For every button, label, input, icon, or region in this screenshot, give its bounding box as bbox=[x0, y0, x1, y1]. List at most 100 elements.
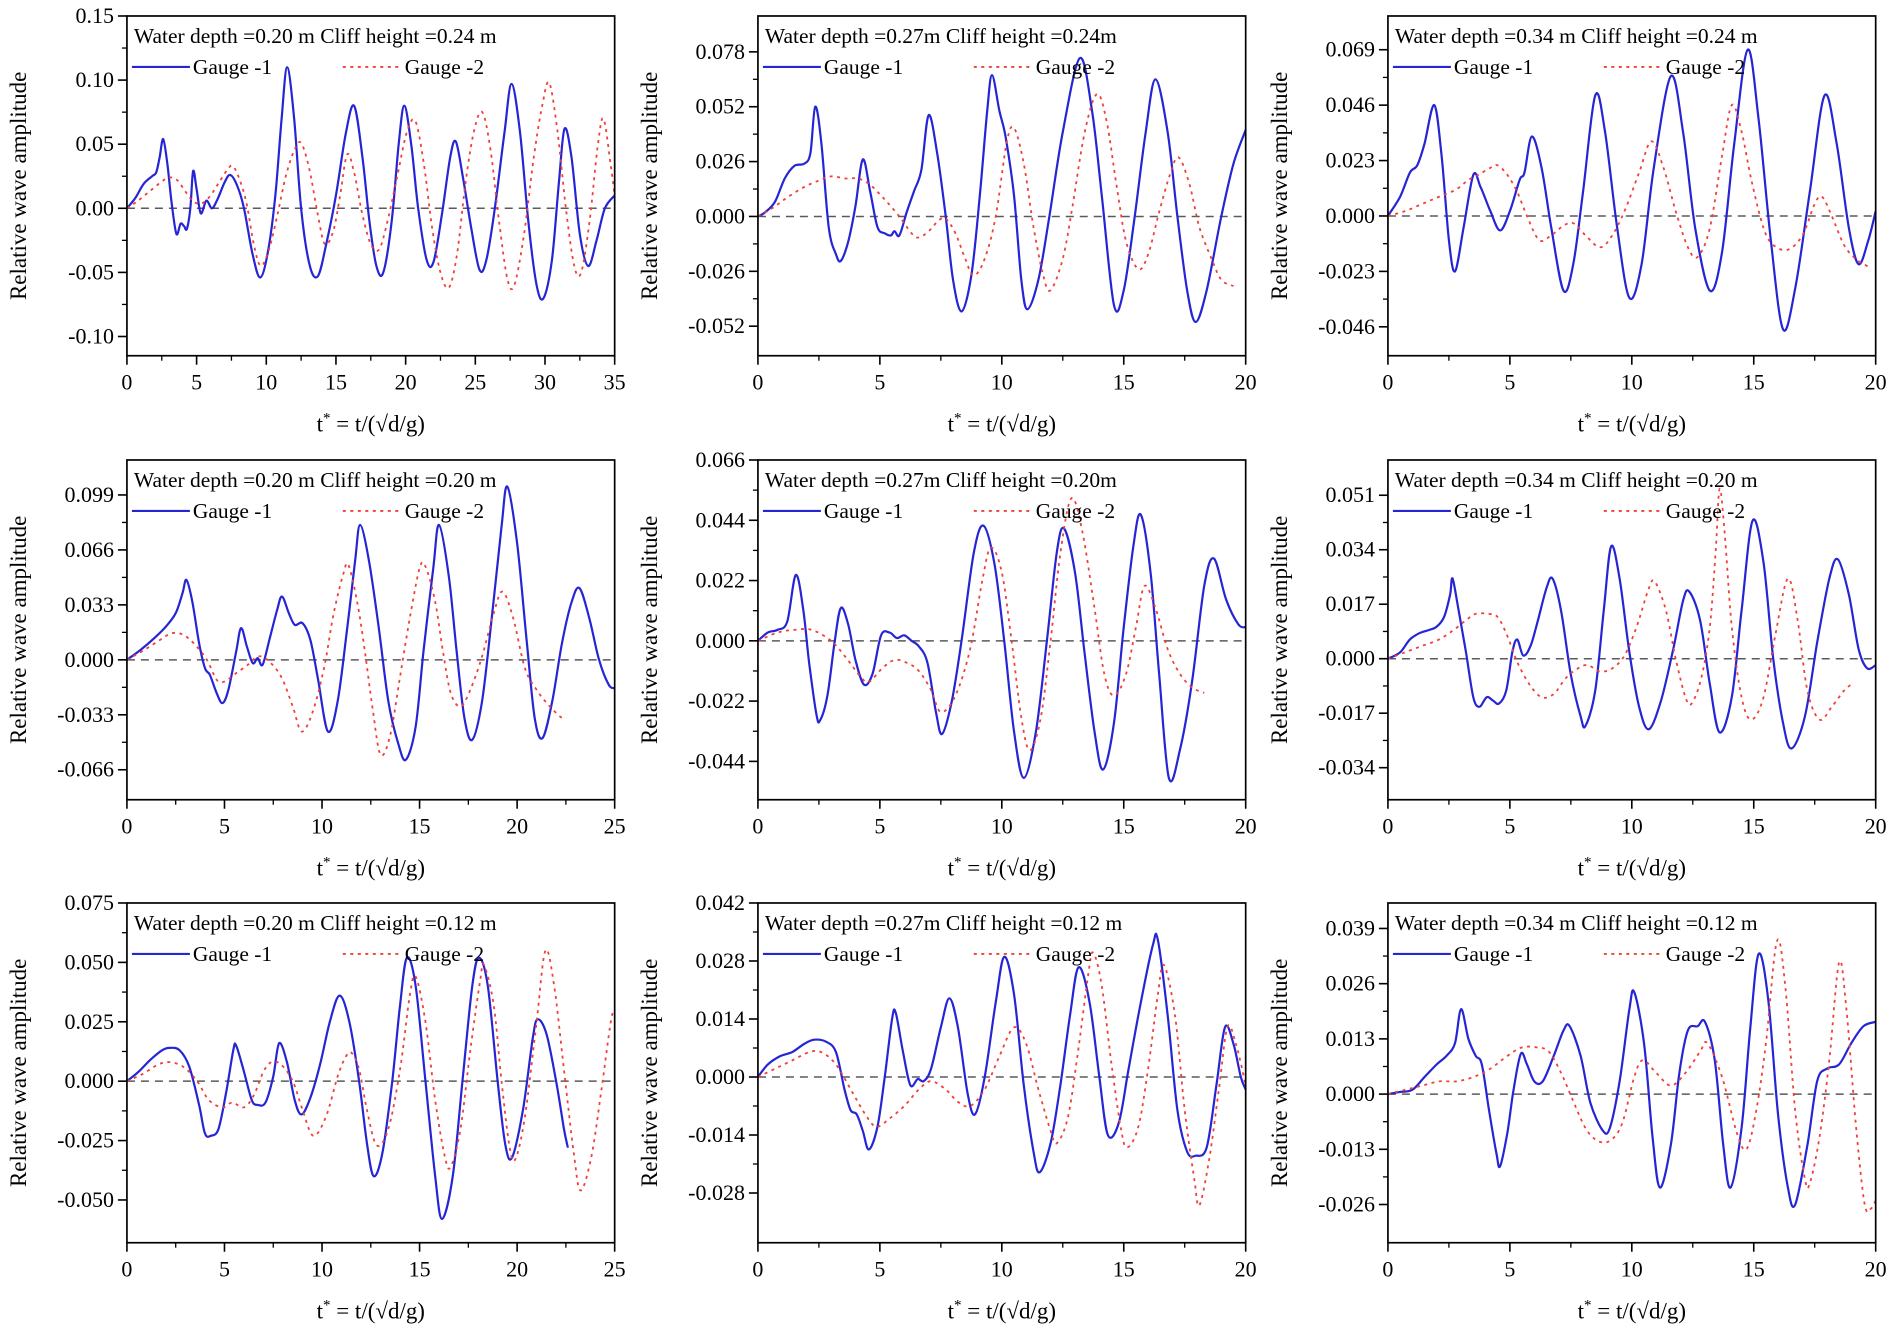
x-axis-label: t* = t/(√d/g) bbox=[947, 1298, 1055, 1324]
y-tick-label: -0.034 bbox=[1319, 754, 1376, 779]
legend-gauge-2-label: Gauge -2 bbox=[405, 55, 484, 79]
x-tick-label: 0 bbox=[121, 370, 132, 395]
y-tick-label: 0.046 bbox=[1326, 92, 1375, 117]
y-axis-label: Relative wave amplitude bbox=[1267, 959, 1292, 1187]
y-tick-label: 0.000 bbox=[695, 1064, 744, 1089]
chart-canvas-wd034-ch020: 0 5 10 15 20 0.051 0.034 0.017 0.000 -0.017 -0.034… bbox=[1267, 458, 1887, 880]
series-gauge-1-path bbox=[756, 932, 1247, 1174]
y-tick-label: 0.099 bbox=[64, 482, 113, 507]
x-tick-label: 0 bbox=[1383, 1257, 1394, 1282]
y-tick-label: -0.05 bbox=[68, 259, 114, 284]
chart-title: Water depth =0.20 m Cliff height =0.12 m bbox=[134, 911, 497, 935]
x-tick-label: 5 bbox=[1505, 370, 1516, 395]
x-axis-label: t* = t/(√d/g) bbox=[1578, 411, 1686, 437]
series-gauge-2-path bbox=[126, 80, 616, 291]
y-tick-label: 0.000 bbox=[1326, 645, 1375, 670]
y-tick-label: 0.034 bbox=[1326, 536, 1375, 561]
x-tick-label: 5 bbox=[874, 813, 885, 838]
legend-gauge-2-label: Gauge -2 bbox=[405, 499, 484, 523]
y-tick-label: 0.017 bbox=[1326, 591, 1375, 616]
y-tick-label: 0.042 bbox=[695, 890, 744, 915]
y-tick-label: -0.066 bbox=[57, 756, 114, 781]
x-tick-label: 10 bbox=[311, 1257, 333, 1282]
x-tick-label: 25 bbox=[604, 813, 626, 838]
y-tick-label: 0.014 bbox=[695, 1006, 744, 1031]
x-tick-label: 0 bbox=[752, 1257, 763, 1282]
x-tick-label: 15 bbox=[1743, 370, 1765, 395]
subplot-wd020-ch020: 0 5 10 15 20 25 0.099 0.066 0.033 0.000 -0.033 -0.0… bbox=[0, 444, 631, 888]
y-axis-label: Relative wave amplitude bbox=[637, 515, 662, 743]
x-tick-label: 20 bbox=[395, 370, 417, 395]
x-tick-label: 5 bbox=[874, 370, 885, 395]
series-gauge-1-path bbox=[1388, 952, 1877, 1209]
y-tick-label: 0.039 bbox=[1326, 916, 1375, 941]
x-tick-label: 15 bbox=[1743, 1257, 1765, 1282]
x-tick-label: 30 bbox=[534, 370, 556, 395]
x-tick-label: 5 bbox=[1505, 1257, 1516, 1282]
series-gauge-1-path bbox=[126, 956, 569, 1221]
subplot-wd034-ch020: 0 5 10 15 20 0.051 0.034 0.017 0.000 -0.017 -0.034… bbox=[1261, 444, 1892, 888]
x-tick-label: 10 bbox=[1621, 370, 1643, 395]
axis-box bbox=[756, 902, 1247, 1244]
x-tick-label: 15 bbox=[325, 370, 347, 395]
legend-gauge-2-label: Gauge -2 bbox=[1666, 942, 1745, 966]
y-tick-label: 0.000 bbox=[1326, 203, 1375, 228]
legend-gauge-1-label: Gauge -1 bbox=[1454, 55, 1533, 79]
series-gauge-1-path bbox=[126, 485, 616, 762]
x-tick-label: 10 bbox=[990, 370, 1012, 395]
y-tick-label: -0.052 bbox=[688, 313, 745, 338]
y-tick-label: 0.15 bbox=[75, 3, 113, 28]
y-tick-label: 0.051 bbox=[1326, 482, 1375, 507]
y-axis-label: Relative wave amplitude bbox=[6, 959, 31, 1187]
chart-title: Water depth =0.27m Cliff height =0.24m bbox=[765, 24, 1117, 48]
y-tick-label: 0.000 bbox=[64, 646, 113, 671]
legend-gauge-2-label: Gauge -2 bbox=[1035, 55, 1114, 79]
y-tick-label: 0.05 bbox=[75, 131, 113, 156]
x-tick-label: 10 bbox=[311, 813, 333, 838]
x-tick-label: 15 bbox=[409, 813, 431, 838]
y-tick-label: 0.00 bbox=[75, 195, 113, 220]
series-gauge-2-path bbox=[1387, 487, 1853, 721]
legend-gauge-2-label: Gauge -2 bbox=[1666, 499, 1745, 523]
y-tick-label: 0.033 bbox=[64, 592, 113, 617]
chart-canvas-wd034-ch012: 0 5 10 15 20 0.039 0.026 0.013 0.000 -0.013 -0.026… bbox=[1267, 902, 1887, 1324]
x-axis-label: t* = t/(√d/g) bbox=[1578, 1298, 1686, 1324]
series-gauge-2-path bbox=[126, 560, 566, 757]
legend-gauge-1-label: Gauge -1 bbox=[1454, 499, 1533, 523]
y-tick-label: 0.022 bbox=[695, 567, 744, 592]
axis-box bbox=[1387, 902, 1877, 1244]
x-axis-label: t* = t/(√d/g) bbox=[317, 411, 425, 437]
x-axis-label: t* = t/(√d/g) bbox=[317, 854, 425, 880]
series-gauge-1-path bbox=[1387, 48, 1878, 332]
x-tick-label: 5 bbox=[191, 370, 202, 395]
y-tick-label: 0.028 bbox=[695, 948, 744, 973]
x-tick-label: 0 bbox=[752, 813, 763, 838]
chart-canvas-wd027-ch012: 0 5 10 15 20 0.042 0.028 0.014 0.000 -0.014 -0.028… bbox=[637, 890, 1257, 1324]
legend-gauge-1-label: Gauge -1 bbox=[824, 55, 903, 79]
y-axis-label: Relative wave amplitude bbox=[637, 72, 662, 300]
y-tick-label: -0.026 bbox=[688, 258, 745, 283]
y-tick-label: 0.075 bbox=[64, 890, 113, 915]
chart-canvas-wd027-ch020: 0 5 10 15 20 0.066 0.044 0.022 0.000 -0.022 -0.044… bbox=[637, 447, 1257, 881]
y-tick-label: -0.050 bbox=[57, 1187, 114, 1212]
chart-title: Water depth =0.34 m Cliff height =0.20 m bbox=[1395, 468, 1758, 492]
subplot-wd034-ch012: 0 5 10 15 20 0.039 0.026 0.013 0.000 -0.013 -0.026… bbox=[1261, 887, 1892, 1331]
series-gauge-2-path bbox=[1388, 938, 1877, 1214]
x-tick-label: 15 bbox=[1743, 813, 1765, 838]
y-tick-label: 0.10 bbox=[75, 67, 113, 92]
subplot-wd027-ch024: 0 5 10 15 20 0.078 0.052 0.026 0.000 -0.026 -0.052… bbox=[631, 0, 1262, 444]
x-tick-label: 20 bbox=[1865, 1257, 1887, 1282]
y-tick-label: 0.026 bbox=[695, 149, 744, 174]
y-tick-label: 0.023 bbox=[1326, 148, 1375, 173]
y-tick-label: -0.033 bbox=[57, 701, 114, 726]
legend-gauge-1-label: Gauge -1 bbox=[193, 499, 272, 523]
legend-gauge-2-label: Gauge -2 bbox=[1666, 55, 1745, 79]
legend-gauge-2-label: Gauge -2 bbox=[405, 942, 484, 966]
chart-title: Water depth =0.34 m Cliff height =0.12 m bbox=[1395, 911, 1758, 935]
x-tick-label: 15 bbox=[409, 1257, 431, 1282]
x-tick-label: 20 bbox=[1865, 370, 1887, 395]
y-tick-label: 0.000 bbox=[695, 203, 744, 228]
x-tick-label: 0 bbox=[752, 370, 763, 395]
chart-title: Water depth =0.34 m Cliff height =0.24 m bbox=[1395, 24, 1758, 48]
